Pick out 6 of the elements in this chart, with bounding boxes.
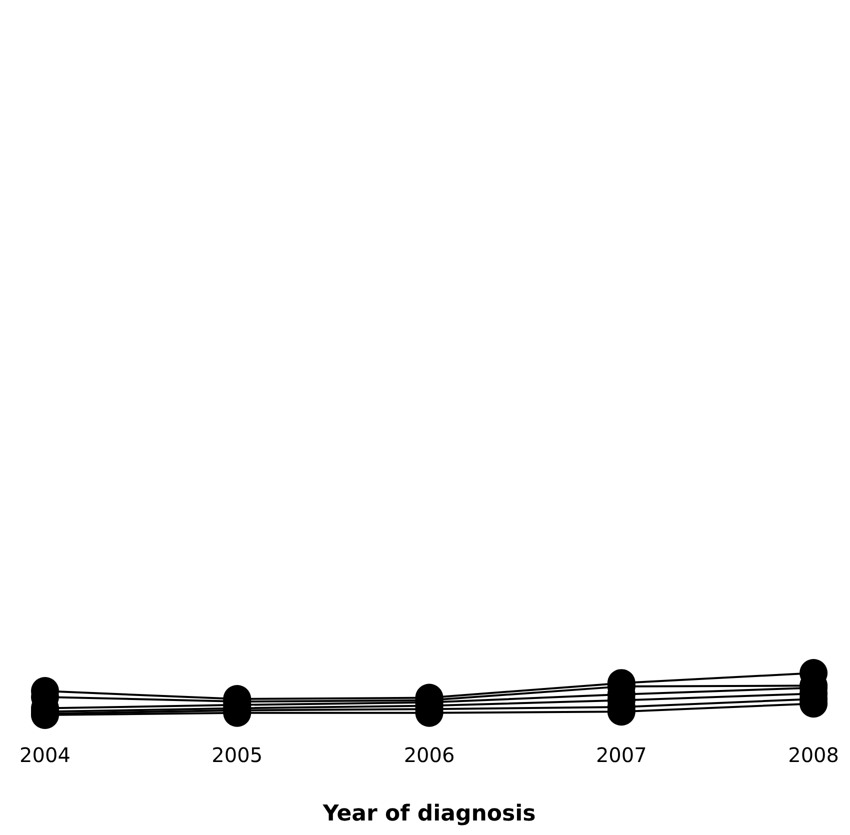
x-tick-label: 2007 — [596, 743, 647, 767]
x-axis-title: Year of diagnosis — [322, 802, 536, 826]
x-tick-label: 2005 — [212, 743, 263, 767]
x-tick-label: 2004 — [20, 743, 70, 767]
x-tick-label: 2006 — [404, 743, 455, 767]
x-tick-label: 2008 — [788, 743, 840, 767]
